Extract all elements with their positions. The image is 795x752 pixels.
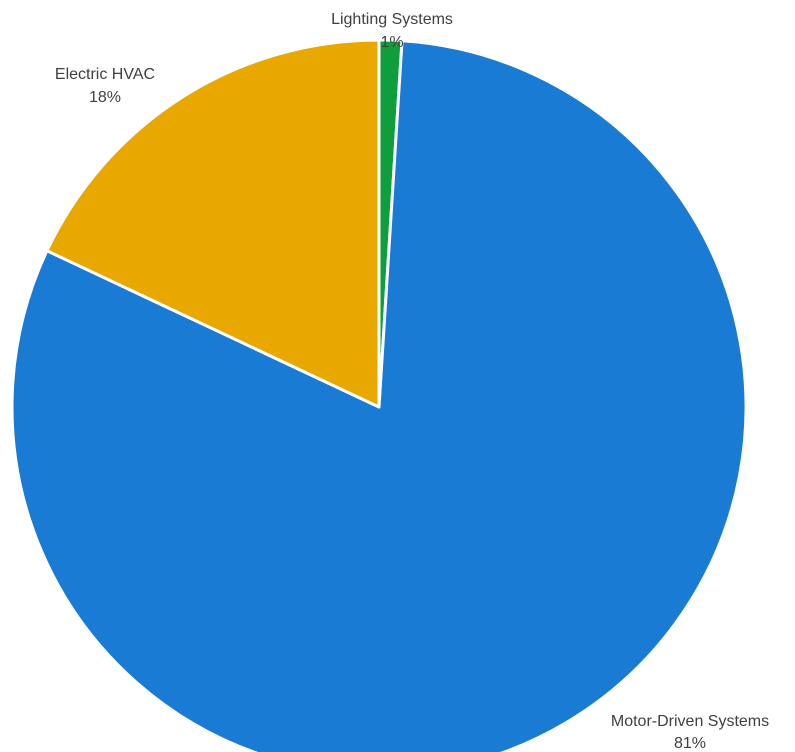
slice-value-motor-driven-systems: 81% bbox=[674, 735, 706, 752]
pie-labels: Motor-Driven Systems 81% Electric HVAC 18% L… bbox=[55, 11, 769, 752]
slice-label-electric-hvac: Electric HVAC bbox=[55, 66, 155, 83]
slice-label-lighting-systems: Lighting Systems bbox=[331, 11, 453, 28]
slice-value-electric-hvac: 18% bbox=[89, 89, 121, 106]
slice-value-lighting-systems: 1% bbox=[380, 34, 403, 51]
slice-label-motor-driven-systems: Motor-Driven Systems bbox=[611, 713, 769, 730]
pie-slices bbox=[10, 38, 748, 752]
pie-slice-electric-hvac bbox=[45, 38, 381, 409]
pie-slice-motor-driven-systems bbox=[10, 39, 748, 752]
